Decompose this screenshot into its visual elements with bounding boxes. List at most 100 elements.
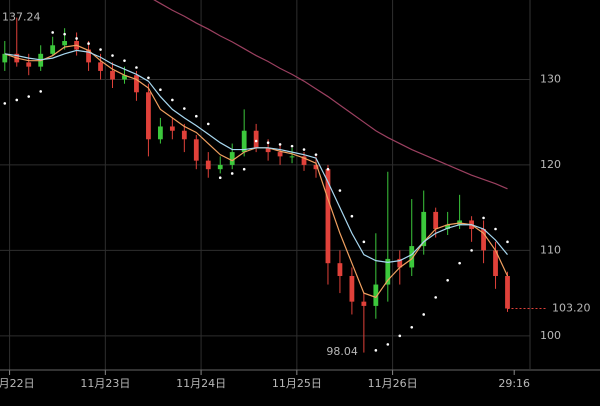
sar-dot — [111, 54, 114, 57]
candle-body — [205, 160, 211, 170]
sar-dot — [159, 88, 162, 92]
sar-dot — [27, 95, 31, 98]
sar-dot — [482, 216, 485, 220]
candle-body — [146, 92, 151, 140]
sar-dot — [15, 98, 19, 102]
sar-dot — [206, 122, 210, 126]
candle-body — [361, 301, 367, 306]
sar-dot — [314, 153, 318, 156]
candle-body — [349, 276, 355, 302]
x-tick-label: 11月24日 — [176, 377, 226, 390]
candle-body — [277, 152, 283, 157]
sar-dot — [338, 189, 342, 192]
time-label: 29:16 — [498, 377, 530, 390]
candle-body — [313, 164, 319, 170]
candle-body — [301, 156, 307, 165]
x-tick-label: 11月23日 — [80, 377, 130, 390]
high-label: 137.24 — [2, 11, 41, 24]
candle-body — [169, 126, 175, 131]
sar-dot — [398, 334, 402, 338]
candle-body — [373, 284, 379, 306]
candle-body — [421, 211, 427, 247]
sar-dot — [123, 59, 126, 62]
candle-body — [50, 45, 56, 54]
candle-body — [157, 126, 163, 140]
y-tick-label: 130 — [540, 72, 561, 85]
sar-dot — [506, 240, 509, 244]
moving-average-line — [4, 49, 508, 263]
candle-body — [217, 164, 223, 170]
candle-body — [397, 258, 403, 268]
candle-body — [26, 62, 32, 67]
candle-body — [134, 75, 139, 93]
sar-dot — [386, 343, 390, 346]
sar-dot — [278, 143, 282, 146]
x-tick-label: 11月25日 — [272, 377, 322, 390]
candle-body — [493, 250, 498, 277]
candle-body — [265, 147, 271, 153]
sar-dot — [458, 261, 461, 265]
sar-dot — [242, 167, 246, 171]
sar-dot — [350, 214, 354, 218]
candle-body — [325, 169, 331, 264]
x-tick-label: 11月26日 — [368, 377, 418, 390]
sar-dot — [374, 349, 378, 352]
sar-dot — [183, 107, 186, 110]
sar-dot — [230, 172, 234, 175]
sar-dot — [87, 42, 90, 45]
candle-body — [2, 53, 8, 63]
candle-body — [86, 49, 91, 63]
sar-dot — [362, 240, 366, 244]
candle-body — [62, 41, 68, 46]
moving-average-line — [153, 0, 508, 190]
candle-body — [110, 70, 115, 80]
candle-body — [481, 229, 486, 251]
sar-dot — [39, 90, 42, 93]
candle-body — [337, 263, 343, 277]
sar-dot — [171, 98, 174, 102]
sar-dot — [51, 31, 54, 34]
last-price-label: 103.20 — [552, 301, 591, 314]
y-tick-label: 110 — [540, 243, 561, 256]
sar-dot — [3, 102, 7, 105]
sar-dot — [99, 48, 102, 51]
sar-dot — [410, 325, 414, 329]
plot-area — [2, 0, 510, 353]
candle-body — [98, 62, 103, 71]
sar-dot — [470, 249, 473, 252]
candle-body — [122, 75, 127, 80]
low-label: 98.04 — [326, 345, 358, 358]
candle-body — [289, 156, 295, 158]
candle-body — [193, 139, 199, 161]
sar-dot — [326, 167, 330, 171]
candle-body — [229, 152, 235, 165]
sar-dot — [266, 141, 270, 145]
sar-dot — [494, 227, 497, 231]
sar-dot — [446, 278, 449, 282]
candle-body — [181, 130, 187, 140]
candle-body — [409, 246, 415, 268]
candle-body — [433, 211, 439, 230]
sar-dot — [135, 66, 138, 69]
sar-dot — [63, 32, 66, 36]
candle-body — [445, 224, 451, 230]
y-tick-label: 100 — [540, 329, 561, 342]
sar-dot — [422, 313, 426, 316]
sar-dot — [147, 76, 150, 80]
x-tick-label: 11月22日 — [0, 377, 35, 390]
sar-dot — [302, 148, 306, 151]
y-tick-label: 120 — [540, 158, 561, 171]
sar-dot — [290, 144, 294, 148]
sar-dot — [75, 37, 78, 40]
sar-dot — [218, 176, 222, 180]
candle-body — [241, 130, 247, 153]
sar-dot — [194, 114, 198, 118]
grid — [0, 0, 530, 370]
sar-dot — [254, 139, 258, 143]
axes: 100 110 120 130 11月22日 11月23日 11月24日 11月25日 11月2… — [0, 0, 600, 390]
candle-body — [385, 258, 391, 285]
candle-body — [253, 130, 259, 148]
sar-dot — [434, 296, 437, 299]
